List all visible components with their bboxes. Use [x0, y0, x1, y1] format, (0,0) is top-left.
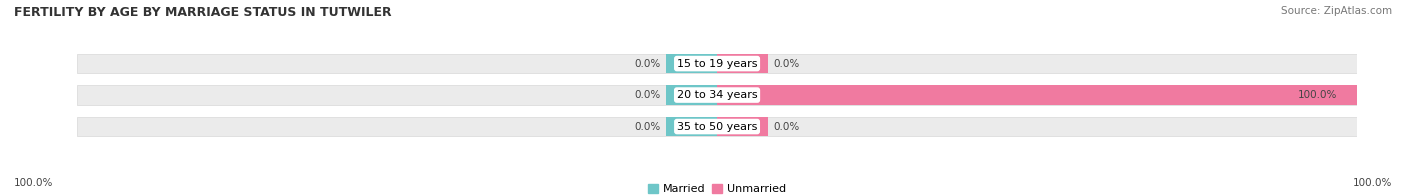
- Bar: [717, 54, 768, 73]
- Text: 0.0%: 0.0%: [634, 59, 661, 69]
- Text: 0.0%: 0.0%: [634, 122, 661, 132]
- Bar: [77, 117, 1357, 136]
- Bar: [666, 54, 717, 73]
- Text: 0.0%: 0.0%: [773, 59, 800, 69]
- Bar: [666, 85, 717, 105]
- Bar: [77, 54, 1357, 73]
- Legend: Married, Unmarried: Married, Unmarried: [644, 179, 790, 196]
- Text: Source: ZipAtlas.com: Source: ZipAtlas.com: [1281, 6, 1392, 16]
- Text: 100.0%: 100.0%: [1353, 178, 1392, 188]
- Bar: [717, 117, 768, 136]
- Text: 100.0%: 100.0%: [14, 178, 53, 188]
- Bar: [768, 85, 1357, 105]
- Text: 0.0%: 0.0%: [773, 122, 800, 132]
- Bar: [717, 85, 768, 105]
- Text: 35 to 50 years: 35 to 50 years: [676, 122, 758, 132]
- Bar: [666, 117, 717, 136]
- Text: 20 to 34 years: 20 to 34 years: [676, 90, 758, 100]
- Text: FERTILITY BY AGE BY MARRIAGE STATUS IN TUTWILER: FERTILITY BY AGE BY MARRIAGE STATUS IN T…: [14, 6, 392, 19]
- Bar: [77, 85, 1357, 105]
- Text: 15 to 19 years: 15 to 19 years: [676, 59, 758, 69]
- Text: 0.0%: 0.0%: [634, 90, 661, 100]
- Text: 100.0%: 100.0%: [1298, 90, 1337, 100]
